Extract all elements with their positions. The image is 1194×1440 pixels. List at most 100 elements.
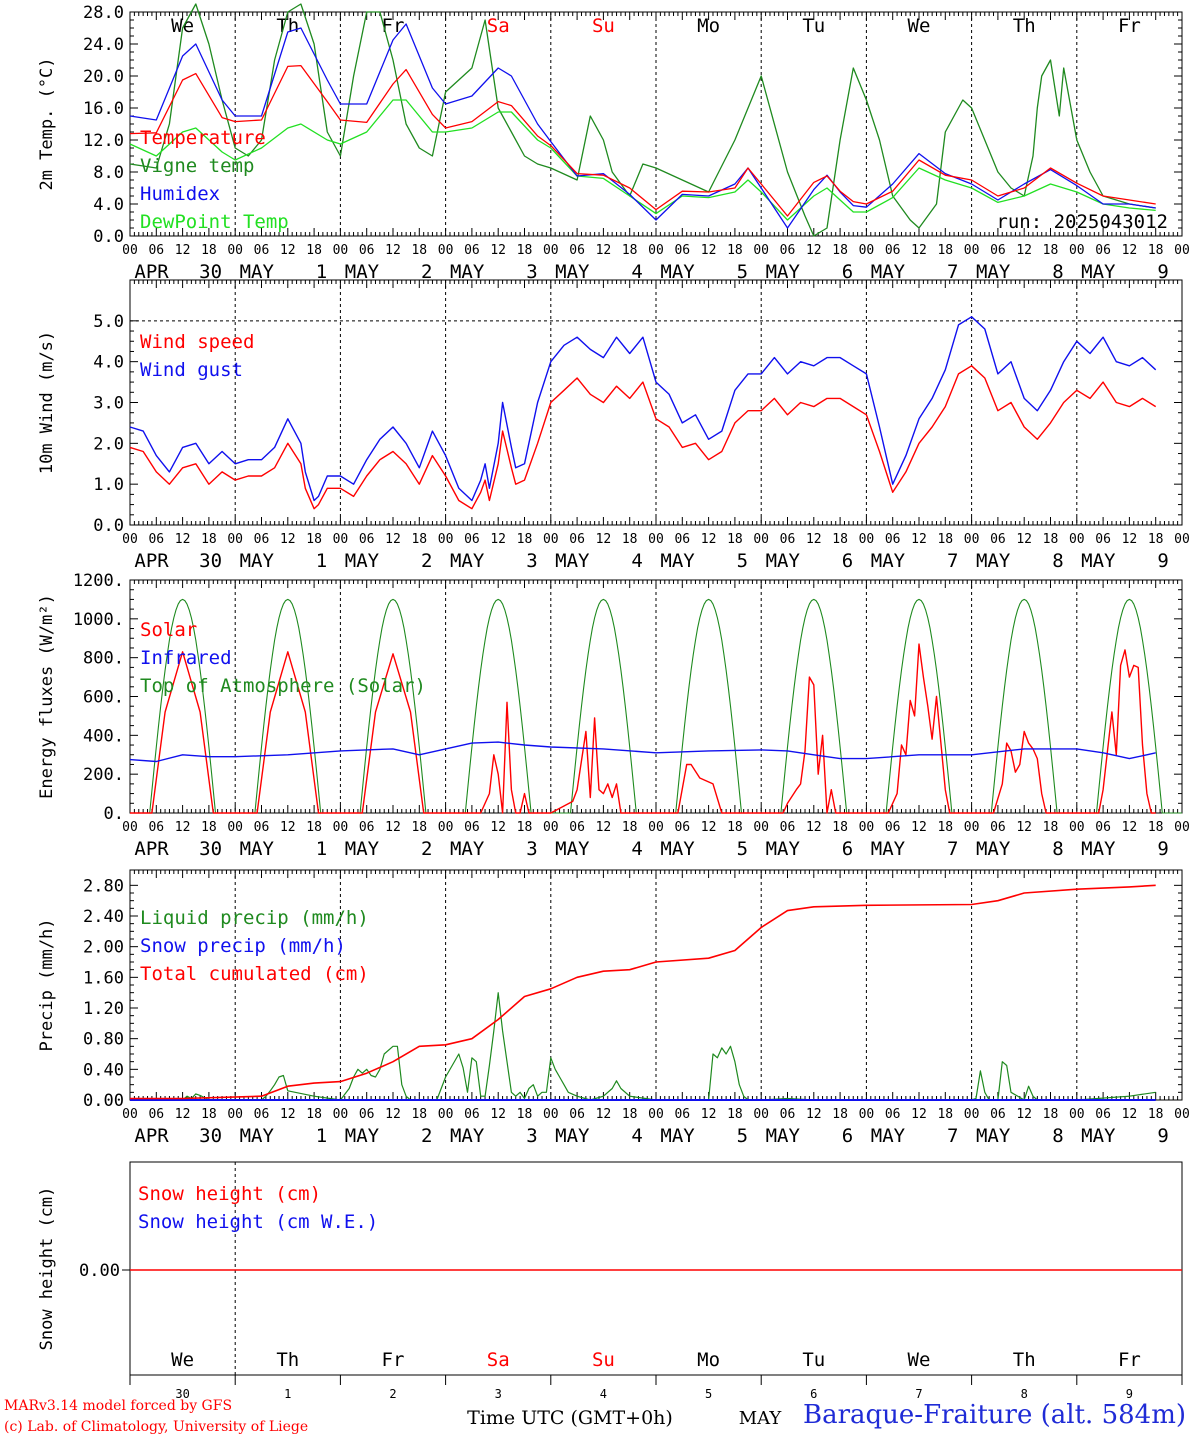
lab-credit: (c) Lab. of Climatology, University of L… [4, 1419, 309, 1435]
hour-tick-label: 06 [780, 243, 796, 258]
hour-tick-label: 00 [859, 1107, 875, 1122]
day-label: MAY [871, 838, 906, 860]
day-label: 8 [1052, 838, 1063, 860]
hour-tick-label: 06 [674, 1107, 690, 1122]
hour-tick-label: 00 [1174, 243, 1190, 258]
hour-tick-label: 06 [359, 820, 375, 835]
hour-tick-label: 18 [411, 243, 427, 258]
day-label: 6 [842, 261, 853, 283]
hour-tick-label: 18 [1148, 243, 1164, 258]
day-label: 4 [631, 1125, 642, 1147]
hour-tick-label: 12 [385, 1107, 401, 1122]
hour-tick-label: 12 [280, 532, 296, 547]
day-label: 9 [1157, 550, 1168, 572]
hour-tick-label: 12 [911, 243, 927, 258]
day-label: 2 [421, 838, 432, 860]
day-label: 9 [1157, 838, 1168, 860]
weekday-label: Tu [802, 1349, 825, 1371]
liquid-precip-line [130, 992, 1156, 1101]
hour-tick-label: 12 [911, 820, 927, 835]
day-label: 1 [316, 838, 327, 860]
hour-tick-label: 12 [1122, 1107, 1138, 1122]
weekday-label: Fr [382, 1349, 405, 1371]
day-number-label: 8 [1021, 1387, 1028, 1401]
day-label: 1 [316, 1125, 327, 1147]
y-tick-label: 0.40 [83, 1060, 124, 1080]
hour-tick-label: 06 [1095, 243, 1111, 258]
hour-tick-label: 00 [227, 243, 243, 258]
hour-tick-label: 06 [254, 1107, 270, 1122]
hour-tick-label: 06 [780, 1107, 796, 1122]
hour-tick-label: 00 [227, 820, 243, 835]
hour-tick-label: 00 [859, 820, 875, 835]
y-tick-label: 0.00 [79, 1261, 120, 1281]
hour-tick-label: 12 [385, 820, 401, 835]
day-label: APR [134, 1125, 169, 1147]
legend-entry-toa: Top of Atmosphere (Solar) [140, 675, 426, 697]
hour-tick-label: 00 [1174, 820, 1190, 835]
hour-tick-label: 06 [464, 820, 480, 835]
temp-series-line [129, 64, 1156, 217]
day-label: 3 [526, 550, 537, 572]
hour-tick-label: 00 [438, 243, 454, 258]
hour-tick-label: 00 [859, 243, 875, 258]
legend-entry: Snow precip (mm/h) [140, 935, 346, 957]
day-label: 6 [842, 1125, 853, 1147]
day-label: MAY [345, 838, 380, 860]
hour-tick-label: 18 [832, 1107, 848, 1122]
day-label: MAY [766, 1125, 801, 1147]
hour-tick-label: 12 [1016, 243, 1032, 258]
day-label: 2 [421, 550, 432, 572]
hour-tick-label: 12 [490, 532, 506, 547]
hour-tick-label: 12 [280, 243, 296, 258]
hour-tick-label: 12 [490, 243, 506, 258]
hour-tick-label: 12 [490, 1107, 506, 1122]
cumulated-precip-line [130, 884, 1156, 1100]
hour-tick-label: 18 [306, 243, 322, 258]
day-label: 9 [1157, 1125, 1168, 1147]
hour-tick-label: 18 [622, 532, 638, 547]
legend-entry: Wind speed [140, 331, 254, 353]
hour-tick-label: 12 [701, 820, 717, 835]
day-label: MAY [976, 838, 1011, 860]
hour-tick-label: 00 [333, 820, 349, 835]
y-tick-label: 2.40 [83, 907, 124, 927]
hour-tick-label: 00 [1069, 820, 1085, 835]
day-label: 7 [947, 1125, 958, 1147]
y-tick-label: 12.0 [83, 131, 124, 151]
day-label: 30 [199, 550, 222, 572]
y-axis-title: Precip (mm/h) [37, 918, 57, 1051]
day-label: MAY [1081, 838, 1116, 860]
day-label: 1 [316, 261, 327, 283]
day-label: 8 [1052, 261, 1063, 283]
hour-tick-label: 06 [1095, 1107, 1111, 1122]
hour-tick-label: 12 [490, 820, 506, 835]
hour-tick-label: 06 [464, 243, 480, 258]
day-label: 2 [421, 261, 432, 283]
hour-tick-label: 00 [753, 243, 769, 258]
legend-entry: Liquid precip (mm/h) [140, 907, 369, 929]
hour-tick-label: 06 [1095, 532, 1111, 547]
hour-tick-label: 06 [569, 820, 585, 835]
y-tick-label: 800. [83, 649, 124, 669]
weekday-label: Mo [697, 1349, 720, 1371]
hour-tick-label: 06 [464, 1107, 480, 1122]
hour-tick-label: 00 [122, 243, 138, 258]
hour-tick-label: 00 [1069, 532, 1085, 547]
hour-tick-label: 18 [622, 820, 638, 835]
day-label: 7 [947, 261, 958, 283]
hour-tick-label: 18 [832, 532, 848, 547]
y-tick-label: 0.00 [83, 1091, 124, 1111]
hour-tick-label: 06 [990, 820, 1006, 835]
hour-tick-label: 12 [701, 1107, 717, 1122]
hour-tick-label: 00 [964, 820, 980, 835]
legend-entry: DewPoint Temp [140, 211, 289, 233]
day-label: MAY [660, 1125, 695, 1147]
hour-tick-label: 18 [201, 243, 217, 258]
day-label: MAY [660, 838, 695, 860]
day-number-label: 4 [600, 1387, 607, 1401]
hour-tick-label: 18 [832, 820, 848, 835]
hour-tick-label: 18 [306, 1107, 322, 1122]
hour-tick-label: 00 [122, 820, 138, 835]
hour-tick-label: 00 [1174, 1107, 1190, 1122]
